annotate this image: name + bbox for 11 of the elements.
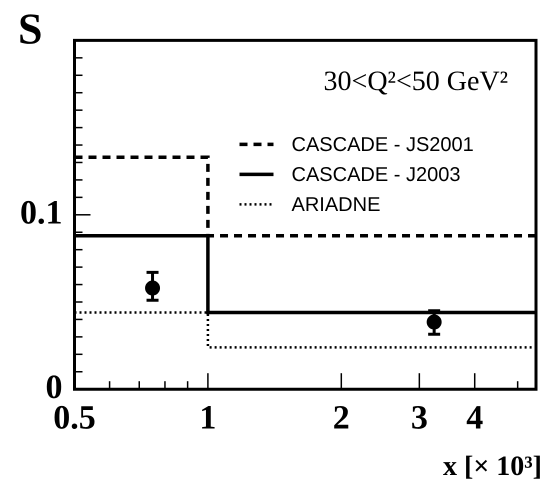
x-tick-label: 3: [410, 399, 428, 436]
legend-label: ARIADNE: [292, 194, 380, 216]
legend-label: CASCADE - JS2001: [292, 134, 474, 156]
x-tick-label: 2: [332, 399, 350, 436]
y-tick-label: 0.1: [20, 194, 62, 232]
x-axis-title: x [× 10³]: [443, 451, 542, 482]
x-tick-label: 1: [199, 399, 216, 436]
legend-label: CASCADE - J2003: [292, 164, 460, 186]
y-axis-title: S: [18, 4, 42, 54]
x-tick-label: 4: [466, 399, 484, 436]
text: 30<Q²<50 GeV²: [324, 66, 508, 97]
